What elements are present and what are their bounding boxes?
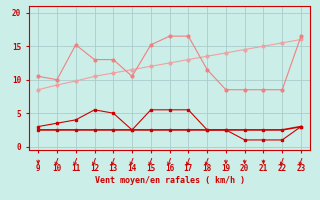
X-axis label: Vent moyen/en rafales ( km/h ): Vent moyen/en rafales ( km/h ) <box>95 176 244 185</box>
